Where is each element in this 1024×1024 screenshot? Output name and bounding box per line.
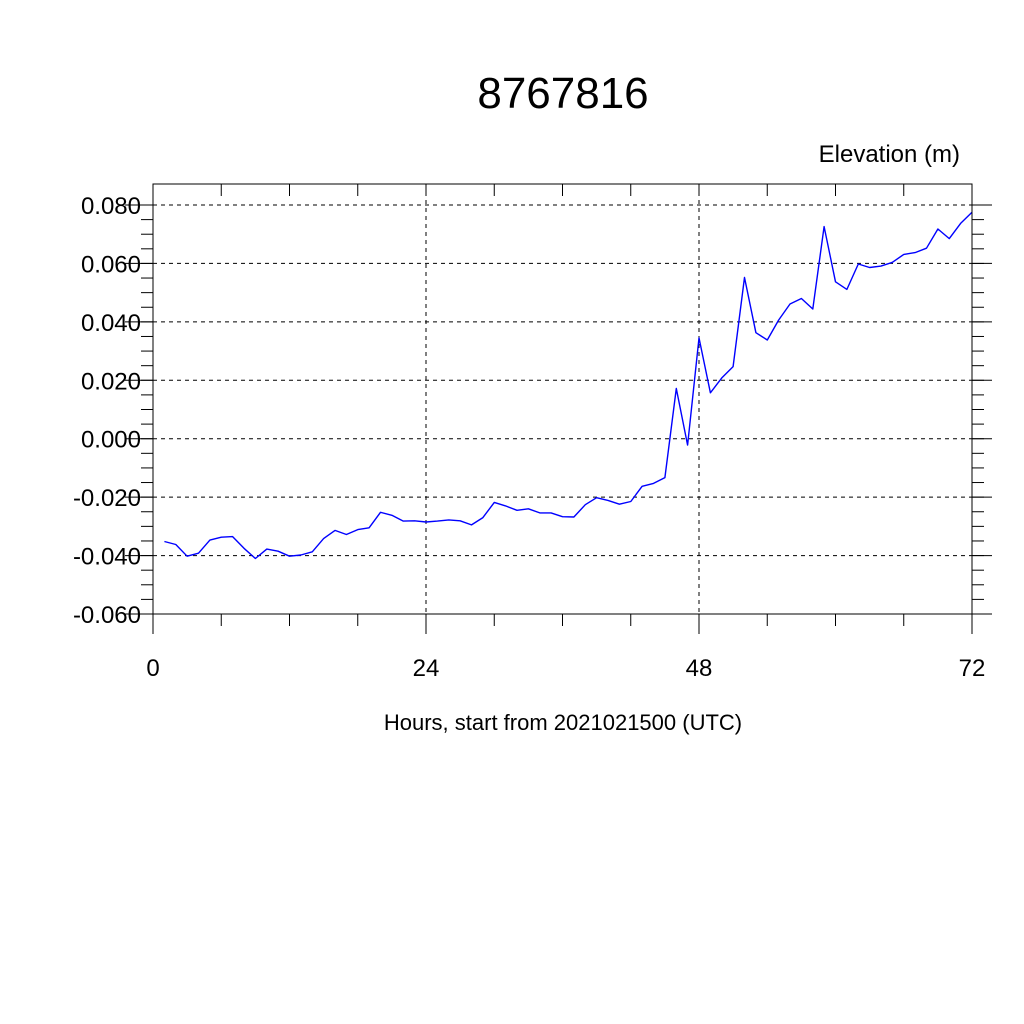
y-tick-label: -0.060 (73, 602, 141, 629)
x-tick-label: 48 (686, 655, 713, 682)
y-tick-label: 0.080 (81, 193, 141, 220)
x-tick-label: 0 (146, 655, 159, 682)
axis-ticks (125, 184, 992, 634)
x-tick-label: 24 (413, 655, 440, 682)
x-axis-label: Hours, start from 2021021500 (UTC) (384, 710, 742, 735)
grid-lines (153, 184, 972, 614)
y-tick-label: 0.020 (81, 368, 141, 395)
chart-title: 8767816 (477, 69, 648, 118)
y-tick-label: 0.000 (81, 427, 141, 454)
y-tick-label: -0.020 (73, 485, 141, 512)
x-tick-label: 72 (959, 655, 986, 682)
tick-labels: -0.060 -0.040 -0.020 0.000 0.020 0.040 0.060 0.… (73, 193, 985, 682)
elevation-series-line (164, 211, 973, 560)
y-tick-label: 0.060 (81, 251, 141, 278)
y-tick-label: -0.040 (73, 544, 141, 571)
series-layer (164, 211, 973, 560)
plot-frame (152, 183, 973, 615)
y-axis-label: Elevation (m) (819, 141, 960, 168)
y-tick-label: 0.040 (81, 310, 141, 337)
